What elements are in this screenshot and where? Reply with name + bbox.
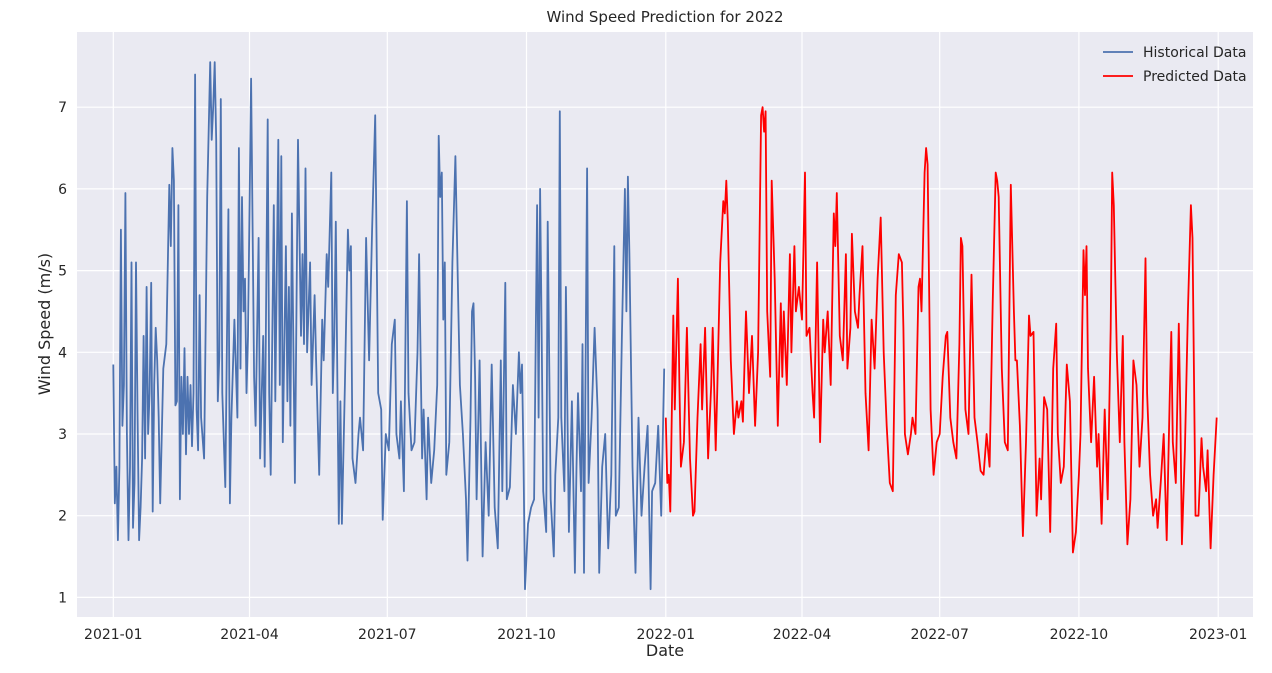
y-tick-label: 6 <box>58 182 67 198</box>
x-axis: 2021-01 2021-04 2021-07 2021-10 2022-01 2022-… <box>84 627 1247 643</box>
y-tick-label: 7 <box>58 100 67 116</box>
x-tick-label: 2022-10 <box>1050 627 1109 643</box>
x-tick-label: 2022-04 <box>773 627 832 643</box>
y-axis: 1 2 3 4 5 6 7 <box>58 100 67 606</box>
y-tick-label: 5 <box>58 264 67 280</box>
chart-title: Wind Speed Prediction for 2022 <box>546 8 783 26</box>
x-tick-label: 2021-10 <box>497 627 556 643</box>
legend-label: Predicted Data <box>1143 69 1247 85</box>
x-tick-label: 2022-07 <box>910 627 969 643</box>
series-historical-dataline <box>112 61 666 591</box>
x-axis-label: Date <box>646 641 684 660</box>
x-tick-label: 2022-01 <box>637 627 696 643</box>
x-tick-label: 2021-01 <box>84 627 143 643</box>
grid-lines <box>77 32 1253 617</box>
series-predicted-dataline <box>664 106 1218 554</box>
y-tick-label: 3 <box>58 427 67 443</box>
y-tick-label: 2 <box>58 509 67 525</box>
x-tick-label: 2021-07 <box>358 627 417 643</box>
series-layer <box>112 61 1218 591</box>
legend: Historical Data Predicted Data <box>1103 45 1247 85</box>
x-tick-label: 2021-04 <box>220 627 279 643</box>
y-tick-label: 1 <box>58 590 67 606</box>
x-tick-label: 2023-01 <box>1189 627 1248 643</box>
y-tick-label: 4 <box>58 345 67 361</box>
y-axis-label: Wind Speed (m/s) <box>35 253 54 395</box>
legend-label: Historical Data <box>1143 45 1246 61</box>
